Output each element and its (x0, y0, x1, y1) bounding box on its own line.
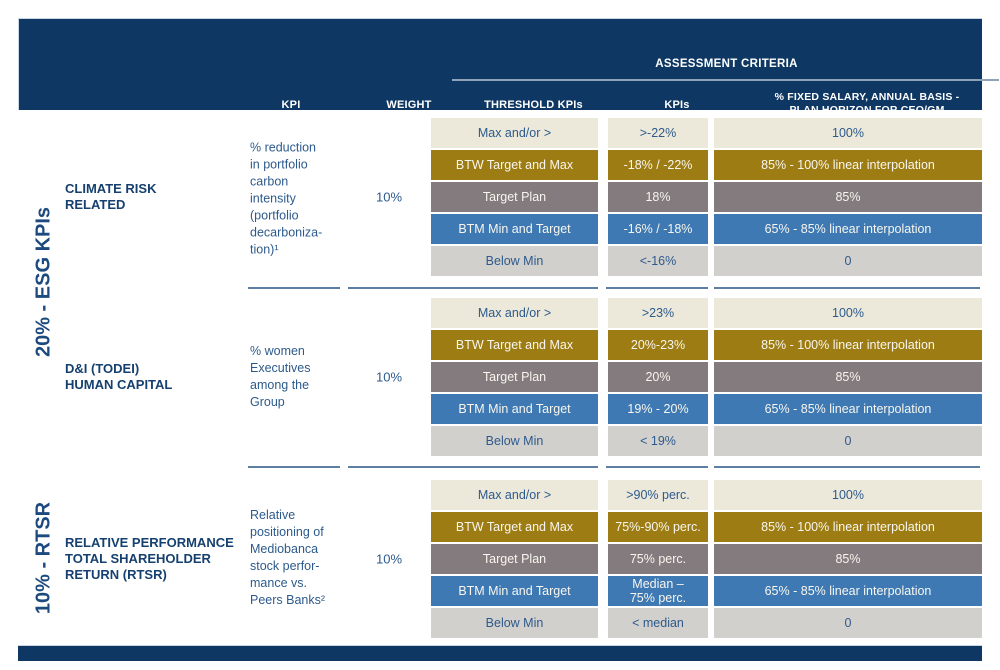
assessment-criteria-title: ASSESSMENT CRITERIA (655, 58, 798, 70)
kpi-value-cell: >90% perc. (608, 480, 708, 510)
kpi-value-cell: -16% / -18% (608, 214, 708, 244)
salary-cell: 85% - 100% linear interpolation (714, 512, 982, 542)
category-label-rtsr: RELATIVE PERFORMANCE TOTAL SHAREHOLDER R… (65, 535, 234, 582)
salary-cell: 65% - 85% linear interpolation (714, 214, 982, 244)
salary-cell: 100% (714, 298, 982, 328)
kpi-value-cell: 75% perc. (608, 544, 708, 574)
salary-cell: 100% (714, 118, 982, 148)
side-label-esg-kpis: 20% - ESG KPIs (32, 206, 55, 358)
salary-cell: 100% (714, 480, 982, 510)
salary-cell: 65% - 85% linear interpolation (714, 576, 982, 606)
column-header-kpis: KPIs (664, 99, 690, 111)
group-separator (248, 466, 340, 468)
salary-cell: 0 (714, 608, 982, 638)
table-row: Below Min <-16% 0 (431, 246, 982, 276)
threshold-cell: BTW Target and Max (431, 150, 598, 180)
category-label-di-human-capital: D&I (TODEI) HUMAN CAPITAL (65, 361, 173, 392)
column-header-threshold-kpis: THRESHOLD KPIs (484, 99, 583, 111)
kpi-value-cell: <-16% (608, 246, 708, 276)
column-header-fixed-salary: % FIXED SALARY, ANNUAL BASIS - PLAN HORI… (774, 91, 960, 116)
threshold-cell: Max and/or > (431, 480, 598, 510)
kpi-value-cell: Median – 75% perc. (608, 576, 708, 606)
category-label-climate-risk: CLIMATE RISK RELATED (65, 181, 157, 212)
weight-value: 10% (375, 189, 403, 205)
threshold-cell: BTW Target and Max (431, 512, 598, 542)
side-label-rtsr: 10% - RTSR (32, 501, 55, 615)
kpi-value-cell: 18% (608, 182, 708, 212)
kpi-description-di: % women Executives among the Group (250, 344, 311, 409)
group-separator (714, 287, 980, 289)
threshold-cell: Below Min (431, 426, 598, 456)
group-separator (606, 466, 708, 468)
table-row: BTW Target and Max -18% / -22% 85% - 100… (431, 150, 982, 180)
weight-value: 10% (375, 369, 403, 385)
kpi-value-cell: 20%-23% (608, 330, 708, 360)
table-row: BTM Min and Target -16% / -18% 65% - 85%… (431, 214, 982, 244)
kpi-value-cell: < 19% (608, 426, 708, 456)
salary-cell: 65% - 85% linear interpolation (714, 394, 982, 424)
group-separator (348, 466, 598, 468)
salary-cell: 85% - 100% linear interpolation (714, 330, 982, 360)
table-row: Target Plan 20% 85% (431, 362, 982, 392)
group-separator (714, 466, 980, 468)
kpi-value-cell: 19% - 20% (608, 394, 708, 424)
threshold-cell: BTW Target and Max (431, 330, 598, 360)
kpi-value-cell: 20% (608, 362, 708, 392)
kpi-value-cell: -18% / -22% (608, 150, 708, 180)
threshold-cell: Max and/or > (431, 118, 598, 148)
table-header-bar: ASSESSMENT CRITERIA KPI WEIGHT THRESHOLD… (18, 18, 999, 116)
weight-value: 10% (375, 551, 403, 567)
table-row: BTM Min and Target Median – 75% perc. 65… (431, 576, 982, 606)
salary-cell: 85% - 100% linear interpolation (714, 150, 982, 180)
kpi-description-rtsr: Relative positioning of Mediobanca stock… (250, 508, 326, 607)
threshold-cell: BTM Min and Target (431, 214, 598, 244)
column-header-weight: WEIGHT (386, 99, 432, 111)
threshold-cell: Below Min (431, 246, 598, 276)
group-separator (348, 287, 598, 289)
kpi-value-cell: >23% (608, 298, 708, 328)
salary-cell: 0 (714, 426, 982, 456)
table-footer-bar (18, 645, 982, 661)
table-row: Below Min < 19% 0 (431, 426, 982, 456)
kpi-value-cell: 75%-90% perc. (608, 512, 708, 542)
table-row: Max and/or > >90% perc. 100% (431, 480, 982, 510)
salary-cell: 85% (714, 544, 982, 574)
kpi-value-cell: >-22% (608, 118, 708, 148)
threshold-cell: Target Plan (431, 362, 598, 392)
group-separator (606, 287, 708, 289)
column-header-kpi: KPI (281, 99, 301, 111)
kpi-description-climate-risk: % reduction in portfolio carbon intensit… (250, 140, 323, 257)
threshold-cell: Target Plan (431, 544, 598, 574)
table-row: Below Min < median 0 (431, 608, 982, 638)
threshold-cell: BTM Min and Target (431, 394, 598, 424)
salary-cell: 85% (714, 362, 982, 392)
threshold-cell: BTM Min and Target (431, 576, 598, 606)
threshold-cell: Below Min (431, 608, 598, 638)
table-row: BTW Target and Max 20%-23% 85% - 100% li… (431, 330, 982, 360)
assessment-criteria-underline (452, 79, 999, 81)
kpi-value-cell: < median (608, 608, 708, 638)
table-row: Target Plan 18% 85% (431, 182, 982, 212)
table-row: Max and/or > >-22% 100% (431, 118, 982, 148)
threshold-cell: Target Plan (431, 182, 598, 212)
table-row: BTM Min and Target 19% - 20% 65% - 85% l… (431, 394, 982, 424)
table-row: Target Plan 75% perc. 85% (431, 544, 982, 574)
table-row: Max and/or > >23% 100% (431, 298, 982, 328)
table-row: BTW Target and Max 75%-90% perc. 85% - 1… (431, 512, 982, 542)
salary-cell: 85% (714, 182, 982, 212)
group-separator (248, 287, 340, 289)
threshold-cell: Max and/or > (431, 298, 598, 328)
salary-cell: 0 (714, 246, 982, 276)
